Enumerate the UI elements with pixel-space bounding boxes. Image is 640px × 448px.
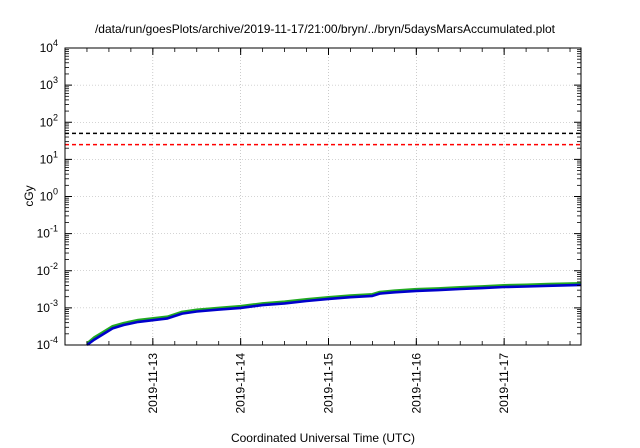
x-tick-label: 2019-11-17 [497, 353, 511, 414]
x-tick-label: 2019-11-13 [146, 353, 160, 414]
y-tick-label: 10-2 [37, 261, 58, 278]
chart-title: /data/run/goesPlots/archive/2019-11-17/2… [95, 22, 556, 36]
y-tick-label: 103 [40, 75, 58, 92]
x-tick-label: 2019-11-14 [234, 353, 248, 414]
y-axis: 10-4 10-3 10-2 10-1 100 101 102 103 104 [37, 38, 581, 352]
y-tick-label: 10-3 [37, 298, 58, 315]
grid [65, 48, 581, 345]
series-line-1 [86, 282, 582, 345]
plot-frame [64, 47, 582, 346]
y-tick-label: 102 [40, 112, 58, 129]
y-tick-label: 10-4 [37, 335, 58, 352]
y-tick-label: 10-1 [37, 224, 58, 241]
x-tick-label: 2019-11-15 [321, 353, 335, 414]
x-axis: 2019-11-13 2019-11-14 2019-11-15 2019-11-16… [64, 48, 571, 414]
y-axis-label: cGy [22, 185, 36, 206]
x-axis-label: Coordinated Universal Time (UTC) [231, 431, 415, 445]
y-tick-label: 100 [40, 187, 58, 204]
y-tick-label: 101 [40, 149, 58, 166]
reference-lines [65, 132, 581, 146]
series-group [86, 282, 582, 347]
series-line-2 [86, 283, 582, 347]
y-tick-label: 104 [40, 38, 58, 55]
x-tick-label: 2019-11-16 [409, 353, 423, 414]
